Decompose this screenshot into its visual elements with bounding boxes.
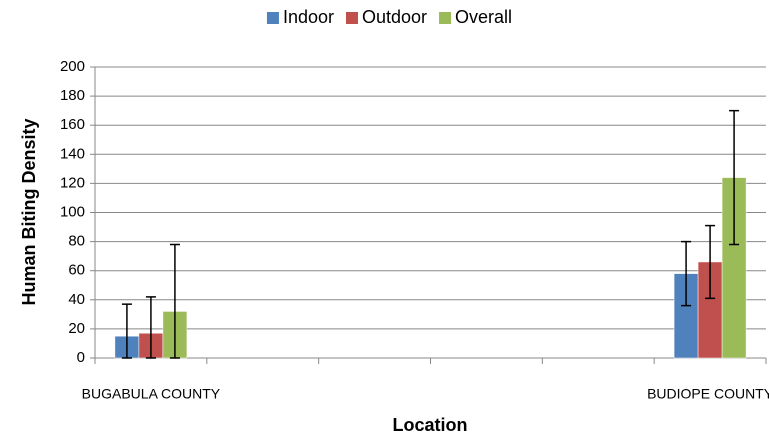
y-tick-label: 180 [60,87,85,104]
error-bar [169,243,180,359]
legend-swatch [266,12,279,24]
legend-swatch [439,12,452,24]
error-bar [145,296,156,359]
error-bar [729,109,740,246]
y-tick-label: 160 [60,116,85,133]
legend-label: Overall [455,7,512,27]
y-tick-label: 40 [68,291,85,308]
legend-swatch [345,12,358,24]
legend-label: Indoor [283,7,334,27]
y-tick-label: 140 [60,145,85,162]
error-bar [705,224,716,300]
legend: Indoor Outdoor Overall [266,7,512,27]
legend-label: Outdoor [362,7,427,27]
y-axis-title: Human Biting Density [19,118,39,305]
y-tick-label: 60 [68,262,85,279]
y-tick-label: 100 [60,203,85,220]
y-tick-label: 20 [68,320,85,337]
x-axis-title: Location [393,415,468,435]
y-tick-label: 0 [77,349,85,366]
x-tick-label: BUGABULA COUNTY [82,386,221,402]
error-bar [681,240,692,307]
y-tick-label: 200 [60,58,85,75]
y-tick-label: 120 [60,174,85,191]
x-tick-label: BUDIOPE COUNTY [647,386,769,402]
y-tick-label: 80 [68,233,85,250]
error-bar [121,303,132,359]
